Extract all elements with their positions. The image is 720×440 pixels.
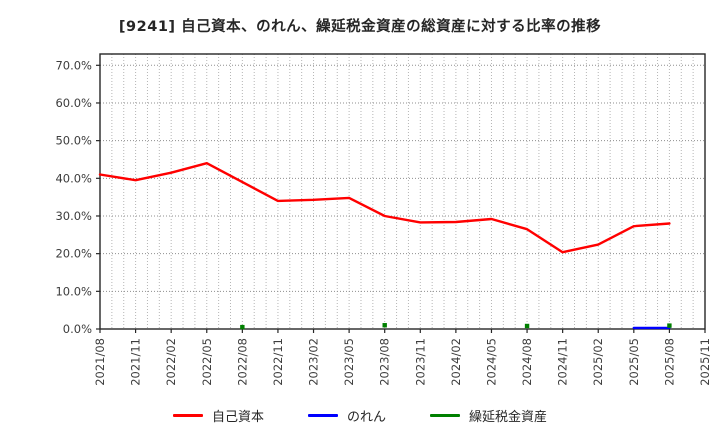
series-equity — [98, 161, 671, 254]
x-axis-tick-label: 2025/05 — [627, 338, 641, 386]
y-axis-tick-label: 20.0% — [55, 247, 92, 261]
plot-border — [99, 53, 706, 330]
x-axis-tick-label: 2023/05 — [342, 338, 356, 386]
y-axis-tick-label: 70.0% — [55, 58, 92, 72]
legend-item-deferred-tax-assets: 繰延税金資産 — [430, 406, 547, 425]
legend-label-deferred-tax-assets: 繰延税金資産 — [469, 410, 548, 425]
x-axis-tick-label: 2024/05 — [484, 338, 498, 386]
legend-swatch-goodwill — [307, 414, 338, 417]
x-axis-tick-label: 2023/08 — [378, 338, 392, 386]
x-axis-tick-label: 2024/11 — [556, 338, 570, 386]
x-axis-tick-label: 2025/02 — [591, 338, 605, 386]
x-axis-tick-label: 2022/02 — [164, 338, 178, 386]
x-axis-tick-label: 2024/08 — [520, 338, 534, 386]
x-axis-tick-label: 2025/08 — [662, 338, 676, 386]
axis-tick-labels: 0.0% 10.0% 20.0% 30.0% 40.0% 50.0% 60.0% 70.0% 2… — [55, 58, 712, 385]
x-axis-tick-label: 2022/11 — [271, 338, 285, 386]
legend-swatch-equity — [172, 414, 203, 417]
y-axis-tick-label: 0.0% — [63, 322, 92, 336]
y-gridlines — [100, 64, 705, 292]
x-axis-tick-label: 2022/08 — [235, 338, 249, 386]
y-axis-tick-label: 10.0% — [55, 284, 92, 298]
legend-swatch-deferred-tax-assets — [430, 414, 460, 417]
chart-legend: 自己資本 のれん 繰延税金資産 — [0, 406, 720, 425]
legend-item-goodwill: のれん — [307, 406, 386, 425]
x-axis-tick-label: 2025/11 — [698, 338, 712, 386]
y-axis-tick-label: 30.0% — [55, 209, 92, 223]
x-axis-tick-label: 2023/02 — [307, 338, 321, 386]
axis-ticks — [96, 64, 706, 333]
x-axis-tick-label: 2023/11 — [413, 338, 427, 386]
x-axis-tick-label: 2022/05 — [200, 338, 214, 386]
y-axis-tick-label: 40.0% — [55, 171, 92, 185]
y-axis-tick-label: 50.0% — [55, 134, 92, 148]
x-gridlines — [111, 54, 694, 329]
y-axis-tick-label: 60.0% — [55, 96, 92, 110]
x-axis-tick-label: 2021/08 — [93, 338, 107, 386]
chart-title: [9241] 自己資本、のれん、繰延税金資産の総資産に対する比率の推移 — [118, 19, 602, 35]
x-axis-tick-label: 2021/11 — [129, 338, 143, 386]
x-axis-tick-label: 2024/02 — [449, 338, 463, 386]
series-deferred-tax-assets — [240, 323, 672, 330]
legend-item-equity: 自己資本 — [172, 406, 264, 425]
legend-label-equity: 自己資本 — [211, 410, 264, 425]
legend-label-goodwill: のれん — [346, 410, 386, 425]
